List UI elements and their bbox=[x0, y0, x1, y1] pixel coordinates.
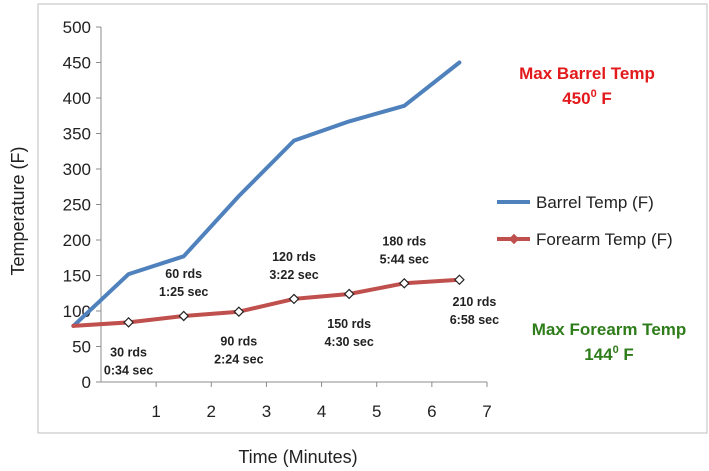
y-tick-label: 150 bbox=[63, 267, 91, 286]
annotation-rounds: 150 rds bbox=[327, 317, 371, 331]
annotation-time: 3:22 sec bbox=[269, 268, 318, 282]
forearm-point-marker bbox=[288, 293, 300, 305]
forearm-point-marker bbox=[123, 317, 134, 328]
legend: Barrel Temp (F) Forearm Temp (F) bbox=[497, 193, 673, 249]
y-tick-label: 450 bbox=[63, 54, 91, 73]
y-tick-label: 50 bbox=[72, 338, 91, 357]
y-tick-label: 0 bbox=[82, 373, 91, 392]
x-axis-title: Time (Minutes) bbox=[238, 447, 357, 467]
annotation-time: 1:25 sec bbox=[159, 285, 208, 299]
y-tick-label: 500 bbox=[63, 18, 91, 37]
callout-degree: 0 bbox=[591, 88, 597, 100]
callout-title-0: Max Barrel Temp bbox=[519, 64, 655, 83]
legend-marker-1 bbox=[508, 233, 520, 245]
forearm-point-marker bbox=[233, 306, 245, 318]
y-tick-label: 200 bbox=[63, 231, 91, 250]
x-tick-label: 2 bbox=[207, 402, 216, 421]
callout-unit: F bbox=[597, 89, 612, 108]
legend-label-1: Forearm Temp (F) bbox=[536, 230, 673, 249]
forearm-point-marker bbox=[178, 310, 190, 322]
annotation-rounds: 60 rds bbox=[165, 267, 202, 281]
annotation-rounds: 210 rds bbox=[453, 295, 497, 309]
y-tick-label: 250 bbox=[63, 196, 91, 215]
callout-unit: F bbox=[619, 345, 634, 364]
callout-value-0: 4500 F bbox=[562, 88, 612, 108]
annotation-time: 4:30 sec bbox=[324, 335, 373, 349]
chart-frame bbox=[37, 3, 708, 434]
x-tick-label: 5 bbox=[372, 402, 381, 421]
y-axis-title: Temperature (F) bbox=[8, 146, 28, 275]
forearm-point-marker bbox=[343, 288, 355, 300]
annotation-time: 6:58 sec bbox=[450, 313, 499, 327]
x-tick-label: 4 bbox=[317, 402, 326, 421]
forearm-point-marker bbox=[454, 274, 465, 286]
forearm-point-marker bbox=[398, 277, 410, 289]
callout-degree: 0 bbox=[613, 344, 619, 356]
series-line-1 bbox=[71, 277, 462, 328]
annotation-rounds: 120 rds bbox=[272, 250, 316, 264]
annotation-time: 2:24 sec bbox=[214, 353, 263, 367]
x-axis-ticks: 1 2 3 4 5 6 7 bbox=[151, 382, 492, 421]
x-tick-label: 6 bbox=[427, 402, 436, 421]
callout-value-1: 1440 F bbox=[584, 344, 634, 364]
annotation-time: 0:34 sec bbox=[104, 363, 153, 377]
legend-label-0: Barrel Temp (F) bbox=[536, 193, 654, 212]
x-tick-label: 7 bbox=[482, 402, 491, 421]
series-line-0 bbox=[71, 60, 462, 328]
callout-title-1: Max Forearm Temp bbox=[532, 320, 687, 339]
y-tick-label: 300 bbox=[63, 160, 91, 179]
y-tick-label: 350 bbox=[63, 125, 91, 144]
annotations-layer: 30 rds 0:34 sec 60 rds 1:25 sec 90 rds 2:24 s… bbox=[104, 234, 499, 377]
x-tick-label: 1 bbox=[151, 402, 160, 421]
y-tick-label: 400 bbox=[63, 89, 91, 108]
x-tick-label: 3 bbox=[262, 402, 271, 421]
series-layer bbox=[71, 60, 465, 328]
annotation-rounds: 30 rds bbox=[110, 345, 147, 359]
annotation-rounds: 180 rds bbox=[382, 234, 426, 248]
callout-number: 450 bbox=[562, 89, 590, 108]
callout-number: 144 bbox=[584, 345, 613, 364]
annotation-time: 5:44 sec bbox=[380, 252, 429, 266]
annotation-rounds: 90 rds bbox=[220, 335, 257, 349]
